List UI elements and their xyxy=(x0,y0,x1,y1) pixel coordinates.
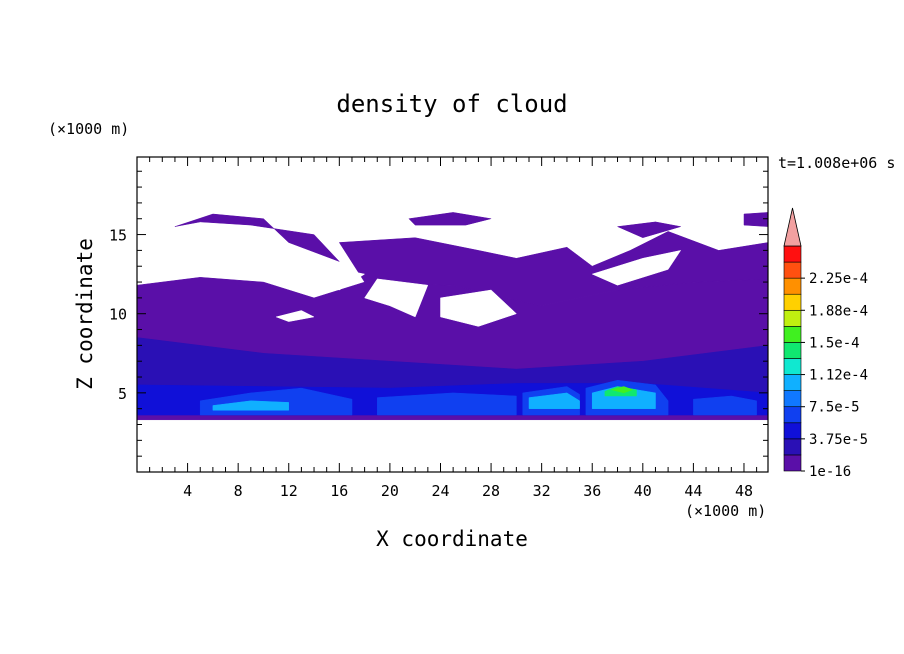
colorbar-swatch xyxy=(783,422,802,440)
contour-region-12 xyxy=(693,395,757,416)
x-tick-label: 40 xyxy=(634,482,652,500)
contour-region-9 xyxy=(377,392,517,416)
contour-region-18 xyxy=(275,262,366,291)
colorbar-label: 7.5e-5 xyxy=(809,400,860,416)
contour-region-20 xyxy=(440,289,517,327)
colorbar-overflow-arrow xyxy=(783,207,802,247)
contour-region-5 xyxy=(616,221,681,238)
y-unit-label: (×1000 m) xyxy=(48,120,129,138)
plot-frame xyxy=(136,156,769,473)
y-tick-label: 10 xyxy=(109,306,127,324)
x-axis-label: X coordinate xyxy=(376,527,528,551)
colorbar-swatch xyxy=(783,293,802,311)
x-tick-label: 28 xyxy=(482,482,500,500)
colorbar-swatch xyxy=(783,438,802,456)
colorbar-swatch xyxy=(783,342,802,359)
chart-title: density of cloud xyxy=(336,90,567,118)
colorbar-swatch xyxy=(783,390,802,408)
x-tick-label: 32 xyxy=(533,482,551,500)
colorbar-label: 2.25e-4 xyxy=(809,271,868,287)
time-label: t=1.008e+06 s xyxy=(778,154,895,172)
colorbar-swatch xyxy=(783,277,802,295)
colorbar-swatch xyxy=(783,261,802,279)
colorbar: 1e-16 3.75e-5 7.5e-5 1.12e-4 1.5e-4 1.88e-4 2.… xyxy=(783,207,868,480)
contour-region-4 xyxy=(743,212,768,227)
contour-region-22 xyxy=(275,310,315,322)
y-tick-label: 15 xyxy=(109,227,127,245)
x-unit-label: (×1000 m) xyxy=(685,502,766,520)
contour-region-17 xyxy=(611,386,634,394)
contour-region-13 xyxy=(212,400,289,411)
x-tick-label: 24 xyxy=(431,482,449,500)
contour-region-3 xyxy=(408,212,492,226)
plot-area xyxy=(137,212,768,421)
colorbar-swatch xyxy=(783,358,802,375)
colorbar-swatch xyxy=(783,406,802,424)
colorbar-label: 3.75e-5 xyxy=(809,432,868,448)
y-axis-label: Z coordinate xyxy=(73,238,97,390)
contour-region-2 xyxy=(338,231,768,307)
x-tick-label: 20 xyxy=(381,482,399,500)
colorbar-swatch xyxy=(783,326,802,343)
x-tick-label: 8 xyxy=(234,482,243,500)
x-tick-label: 36 xyxy=(583,482,601,500)
colorbar-swatch xyxy=(783,374,802,391)
colorbar-label: 1.5e-4 xyxy=(809,335,860,351)
colorbar-label: 1.88e-4 xyxy=(809,303,868,319)
contour-region-14 xyxy=(528,392,580,409)
contour-region-1 xyxy=(174,213,340,262)
x-tick-label: 48 xyxy=(735,482,753,500)
y-tick-label: 5 xyxy=(118,385,127,403)
x-tick-label: 12 xyxy=(280,482,298,500)
x-tick-label: 44 xyxy=(684,482,702,500)
x-tick-label: 4 xyxy=(183,482,192,500)
colorbar-swatch xyxy=(783,454,802,472)
colorbar-label: 1.12e-4 xyxy=(809,368,868,384)
colorbar-swatch xyxy=(783,309,802,327)
x-tick-label: 16 xyxy=(330,482,348,500)
colorbar-swatch xyxy=(783,245,802,263)
contour-region-21 xyxy=(591,250,682,286)
x-axis: 4 8 12 16 20 24 28 32 36 40 44 48 xyxy=(149,157,758,500)
y-axis: 5 10 15 xyxy=(109,170,768,457)
colorbar-label: 1e-16 xyxy=(809,464,851,480)
contour-region-19 xyxy=(364,278,429,318)
